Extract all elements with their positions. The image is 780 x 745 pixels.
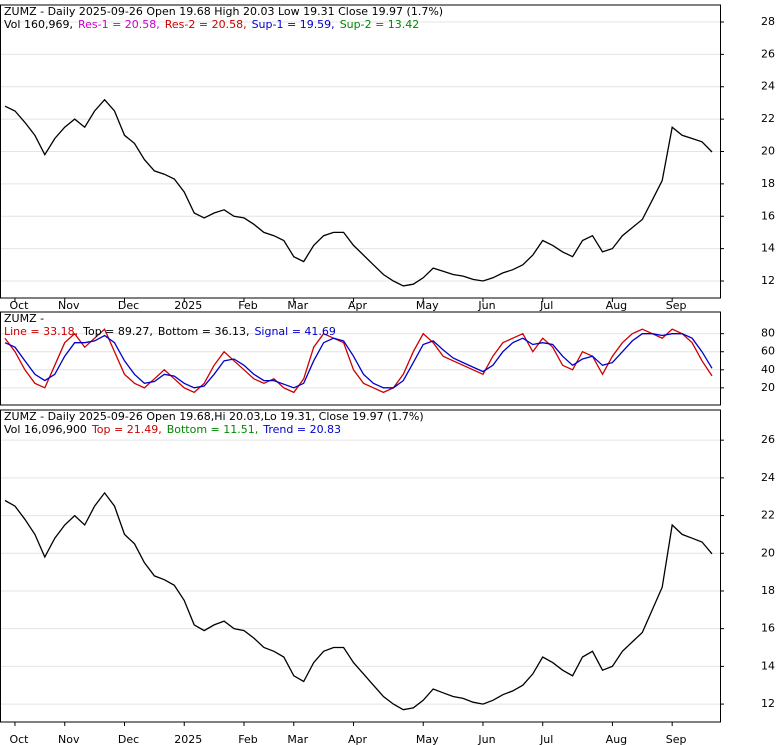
y-tick-label: 16 — [761, 209, 775, 222]
header-item: Trend = 20.83 — [262, 423, 341, 436]
x-tick-label: Mar — [287, 733, 308, 745]
series-line — [4, 491, 713, 711]
panel-subheader: Vol 160,969, Res-1 = 20.58, Res-2 = 20.58,… — [4, 18, 419, 31]
x-tick-label: 2025 — [174, 299, 202, 312]
y-tick-label: 60 — [761, 345, 775, 358]
x-tick-label: Mar — [287, 299, 308, 312]
panel-frame — [0, 311, 721, 406]
header-item: Sup-2 = 13.42 — [340, 18, 420, 31]
x-tick-label: Aug — [606, 299, 627, 312]
header-item: Top = 21.49, — [91, 423, 162, 436]
x-tick-label: Jul — [539, 299, 553, 312]
header-text: ZUMZ - Daily 2025-09-26 Open 19.68 High … — [4, 5, 443, 18]
y-tick-label: 26 — [761, 433, 775, 446]
panel-subheader: Vol 16,096,900 Top = 21.49, Bottom = 11.51… — [4, 423, 341, 436]
y-tick-label: 20 — [761, 381, 775, 394]
panel-header: ZUMZ - Daily 2025-09-26 Open 19.68,Hi 20… — [4, 410, 424, 423]
x-tick-label: Sep — [666, 733, 687, 745]
y-tick-label: 26 — [761, 47, 775, 60]
y-tick-label: 14 — [761, 659, 775, 672]
y-tick-label: 12 — [761, 697, 775, 710]
header-item: Vol 16,096,900 — [4, 423, 87, 436]
y-tick-label: 80 — [761, 327, 775, 340]
y-tick-label: 16 — [761, 622, 775, 635]
y-tick-label: 12 — [761, 274, 775, 287]
y-tick-label: 14 — [761, 242, 775, 255]
x-tick-label: Oct — [9, 733, 29, 745]
y-tick-label: 24 — [761, 471, 775, 484]
y-tick-label: 18 — [761, 584, 775, 597]
header-text: ZUMZ - Daily 2025-09-26 Open 19.68,Hi 20… — [4, 410, 424, 423]
x-tick-label: Apr — [348, 299, 368, 312]
header-item: Bottom = 11.51, — [167, 423, 259, 436]
y-tick-label: 22 — [761, 112, 775, 125]
panel-header: ZUMZ - Daily 2025-09-26 Open 19.68 High … — [4, 5, 443, 18]
y-tick-label: 20 — [761, 546, 775, 559]
y-tick-label: 24 — [761, 80, 775, 93]
x-tick-label: 2025 — [174, 733, 202, 745]
header-item: Bottom = 36.13, — [158, 325, 250, 338]
panel-frame — [0, 4, 721, 299]
panel-header: ZUMZ - — [4, 312, 44, 325]
header-item: Res-2 = 20.58, — [165, 18, 247, 31]
x-tick-label: Feb — [238, 733, 257, 745]
header-item: Vol 160,969, — [4, 18, 73, 31]
x-tick-label: Jun — [477, 733, 495, 745]
x-tick-label: Sep — [666, 299, 687, 312]
x-tick-label: Nov — [58, 299, 80, 312]
y-tick-label: 20 — [761, 145, 775, 158]
x-tick-label: Apr — [348, 733, 368, 745]
header-item: Sup-1 = 19.59, — [252, 18, 335, 31]
header-item: Signal = 41.69 — [254, 325, 336, 338]
x-tick-label: May — [416, 299, 439, 312]
series-line — [4, 98, 713, 287]
header-item: Line = 33.18, — [4, 325, 78, 338]
series-line — [4, 328, 713, 394]
header-item: Res-1 = 20.58, — [78, 18, 160, 31]
y-tick-label: 18 — [761, 177, 775, 190]
header-text: ZUMZ - — [4, 312, 44, 325]
x-tick-label: Aug — [606, 733, 627, 745]
y-tick-label: 40 — [761, 363, 775, 376]
panel-subheader: Line = 33.18, Top = 89.27, Bottom = 36.13,… — [4, 325, 336, 338]
header-item: Top = 89.27, — [82, 325, 153, 338]
panel-frame — [0, 409, 721, 723]
x-tick-label: Dec — [118, 299, 139, 312]
x-tick-label: Oct — [9, 299, 29, 312]
x-tick-label: Jun — [477, 299, 495, 312]
series-line — [4, 333, 713, 389]
y-tick-label: 22 — [761, 509, 775, 522]
x-tick-label: May — [416, 733, 439, 745]
y-tick-label: 28 — [761, 15, 775, 28]
x-tick-label: Jul — [539, 733, 553, 745]
x-tick-label: Nov — [58, 733, 80, 745]
x-tick-label: Dec — [118, 733, 139, 745]
x-tick-label: Feb — [238, 299, 257, 312]
